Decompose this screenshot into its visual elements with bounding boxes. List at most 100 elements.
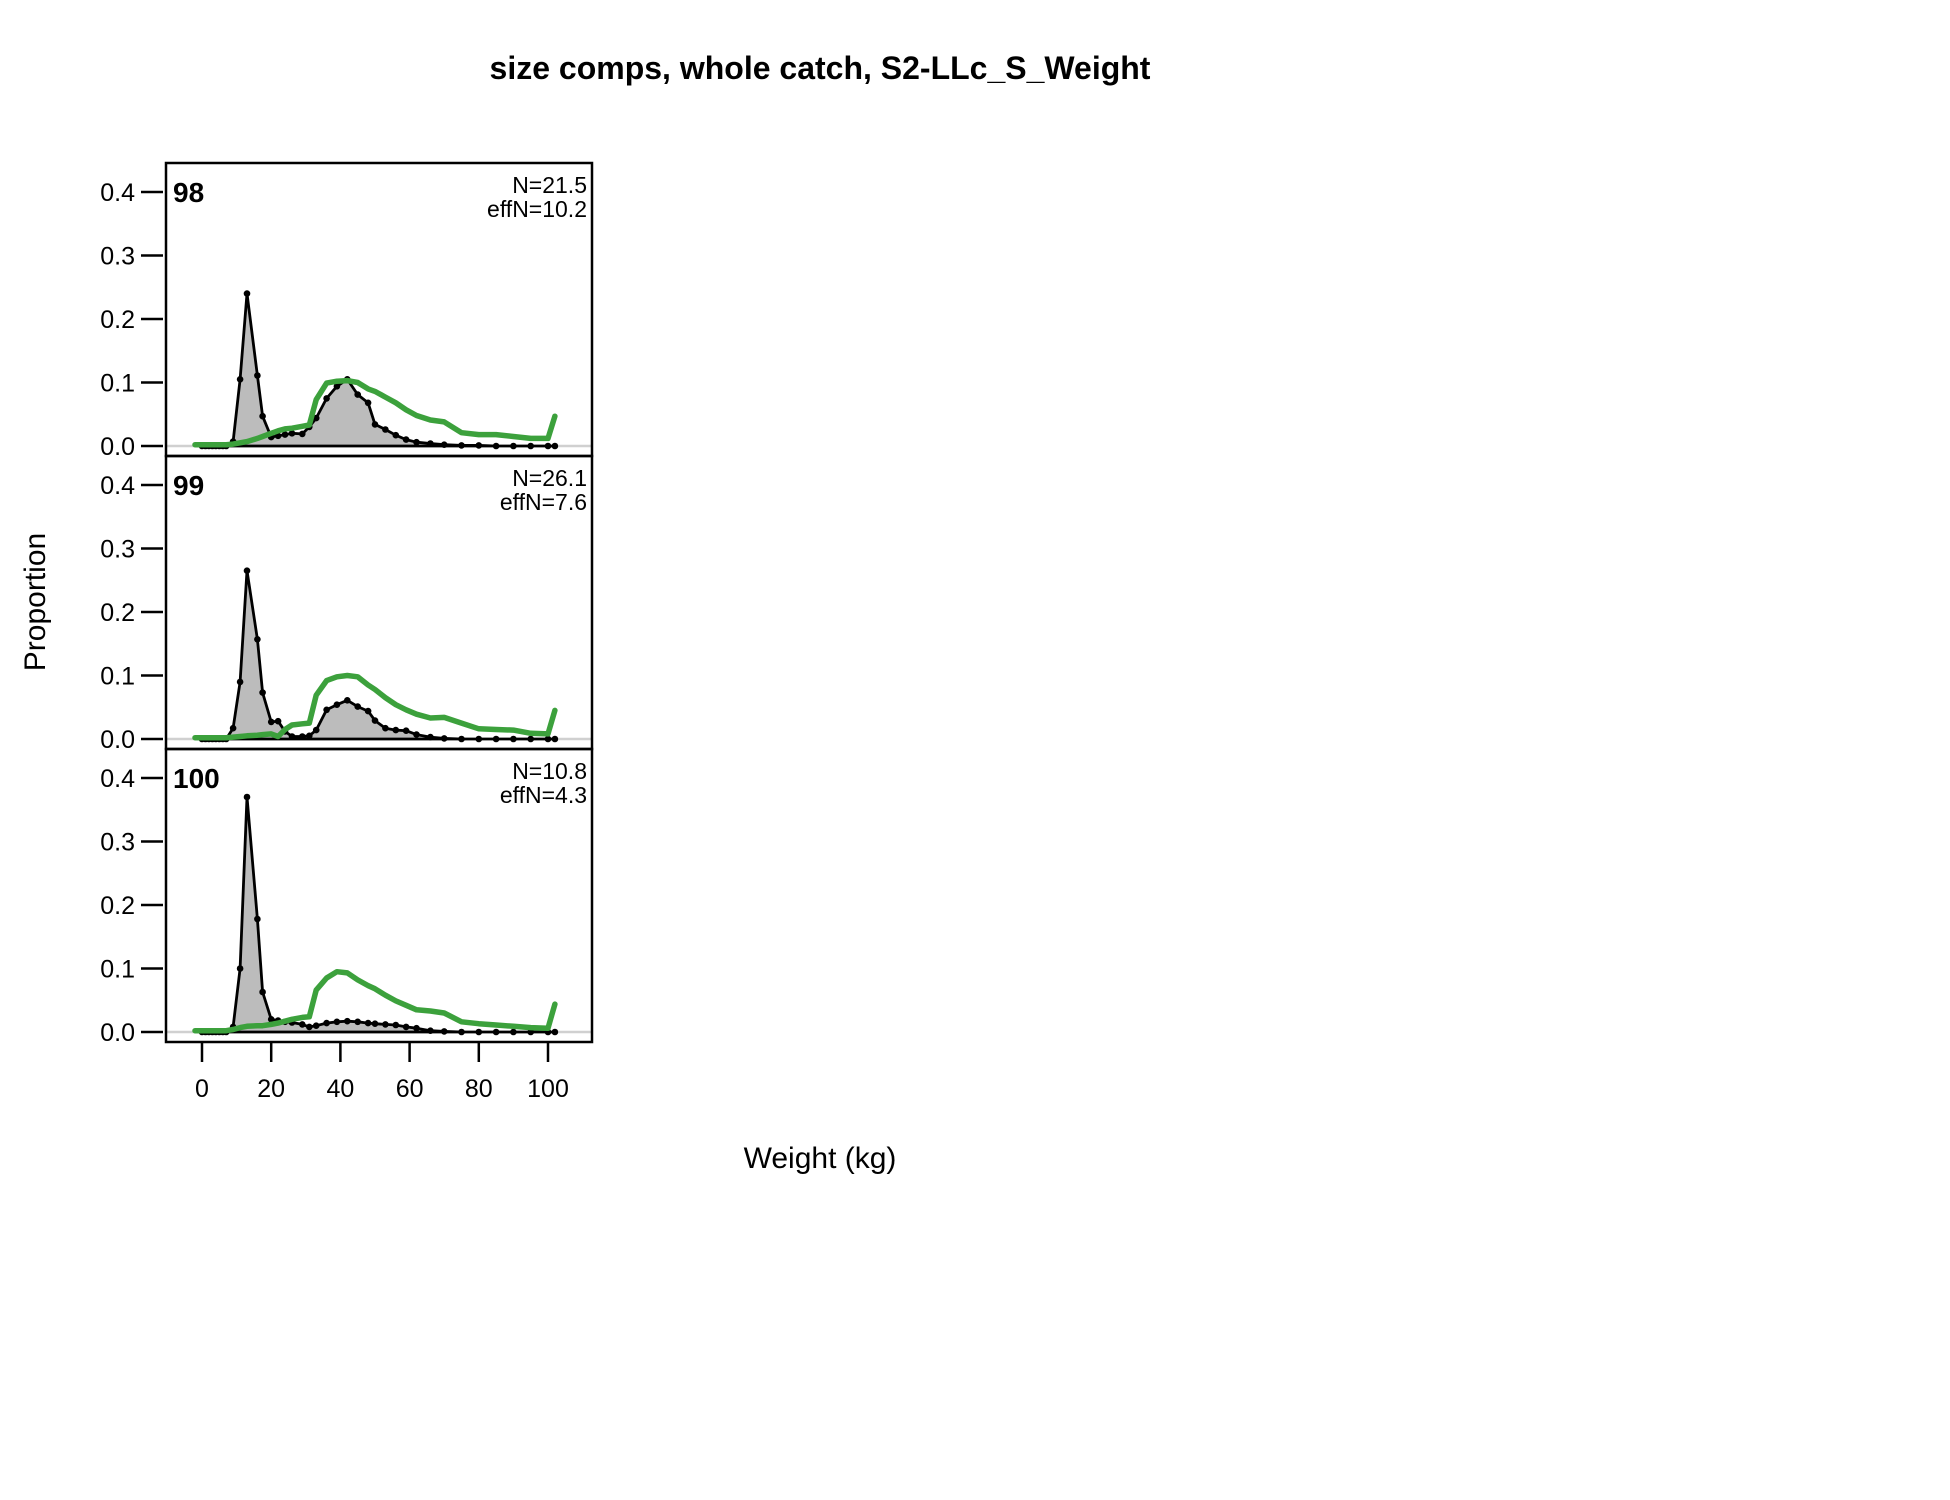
- observed-point: [299, 1021, 306, 1028]
- observed-point: [413, 1024, 420, 1032]
- observed-point: [440, 735, 448, 742]
- observed-point: [312, 414, 320, 422]
- y-tick-label: 0.2: [100, 892, 135, 920]
- expected-line: [192, 377, 558, 448]
- y-tick-label: 0.2: [100, 599, 135, 627]
- x-tick-label: 80: [465, 1075, 493, 1103]
- panel-year-label: 98: [173, 177, 204, 208]
- observed-point: [299, 733, 306, 740]
- x-tick-label: 60: [396, 1075, 424, 1103]
- y-tick-label: 0.1: [100, 956, 135, 984]
- observed-point: [371, 717, 379, 724]
- observed-point: [254, 915, 261, 923]
- y-tick-label: 0.3: [100, 536, 135, 564]
- observed-point: [259, 988, 266, 996]
- observed-point: [312, 726, 320, 734]
- x-tick-label: 100: [527, 1075, 569, 1103]
- x-axis-label: Weight (kg): [743, 1142, 897, 1175]
- observed-point: [510, 735, 517, 743]
- observed-point: [281, 431, 289, 438]
- observed-point: [364, 1019, 372, 1027]
- sample-size-label: N=10.8: [512, 758, 587, 784]
- observed-point: [267, 718, 275, 726]
- observed-point: [492, 1028, 500, 1036]
- observed-point: [288, 733, 296, 740]
- observed-point: [288, 430, 296, 437]
- observed-point: [392, 726, 400, 734]
- y-tick-label: 0.4: [100, 765, 135, 793]
- observed-area: [200, 569, 557, 741]
- observed-point: [551, 1028, 559, 1036]
- x-tick-label: 20: [257, 1075, 285, 1103]
- observed-point: [544, 442, 552, 450]
- observed-point: [382, 426, 389, 433]
- observed-point: [306, 732, 313, 740]
- panel-border: [164, 747, 594, 1044]
- observed-point: [243, 793, 251, 801]
- observed-point: [492, 442, 500, 450]
- observed-point: [510, 442, 517, 450]
- observed-point: [259, 689, 266, 696]
- y-tick-label: 0.0: [100, 433, 135, 461]
- observed-point: [402, 436, 410, 443]
- observed-point: [475, 442, 483, 449]
- observed-point: [392, 431, 400, 439]
- y-tick-label: 0.0: [100, 726, 135, 754]
- observed-point: [274, 717, 282, 725]
- observed-point: [306, 1023, 313, 1031]
- observed-point: [371, 421, 379, 428]
- expected-line: [192, 672, 558, 741]
- effective-n-label: effN=7.6: [500, 489, 587, 515]
- chart-title: size comps, whole catch, S2-LLc_S_Weight: [489, 50, 1151, 86]
- observed-point: [333, 1018, 341, 1026]
- x-tick-label: 40: [326, 1075, 354, 1103]
- observed-point: [364, 707, 372, 715]
- y-tick-label: 0.0: [100, 1019, 135, 1047]
- observed-point: [392, 1021, 400, 1029]
- y-tick-label: 0.4: [100, 179, 135, 207]
- observed-point: [323, 1019, 330, 1027]
- observed-point: [254, 372, 261, 379]
- observed-point: [413, 438, 420, 446]
- expected-line: [192, 968, 558, 1034]
- observed-point: [243, 290, 251, 297]
- sample-size-label: N=26.1: [512, 465, 587, 491]
- observed-point: [440, 441, 448, 449]
- observed-point: [544, 735, 552, 743]
- observed-point: [354, 1018, 362, 1026]
- observed-point: [236, 965, 244, 972]
- x-tick-label: 0: [195, 1075, 209, 1103]
- observed-point: [354, 703, 362, 710]
- observed-point: [510, 1028, 517, 1036]
- observed-point: [527, 735, 534, 743]
- observed-point: [323, 706, 330, 714]
- sample-size-label: N=21.5: [512, 172, 587, 198]
- panel-year-label: 99: [173, 470, 204, 501]
- effective-n-label: effN=10.2: [487, 196, 587, 222]
- observed-point: [333, 701, 341, 708]
- y-tick-label: 0.1: [100, 370, 135, 398]
- observed-point: [371, 1020, 379, 1027]
- observed-point: [382, 724, 389, 732]
- observed-point: [323, 395, 330, 402]
- y-tick-label: 0.3: [100, 829, 135, 857]
- observed-point: [267, 1016, 275, 1023]
- y-tick-label: 0.3: [100, 243, 135, 271]
- panel-year-label: 100: [173, 763, 220, 794]
- observed-point: [440, 1028, 448, 1035]
- observed-point: [333, 383, 341, 390]
- observed-point: [259, 412, 266, 420]
- observed-point: [475, 735, 483, 743]
- observed-point: [236, 376, 244, 383]
- observed-point: [413, 731, 420, 738]
- observed-point: [402, 1023, 410, 1031]
- observed-point: [527, 442, 534, 450]
- y-tick-label: 0.1: [100, 663, 135, 691]
- observed-point: [475, 1028, 483, 1036]
- observed-point: [458, 735, 465, 743]
- observed-point: [551, 442, 559, 450]
